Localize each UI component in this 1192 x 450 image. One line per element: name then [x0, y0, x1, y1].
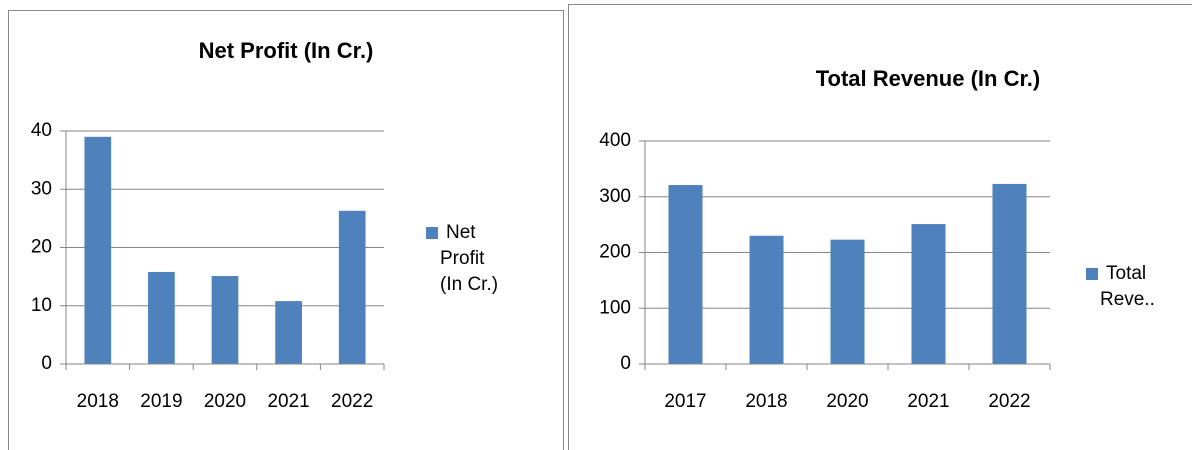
chart-title: Net Profit (In Cr.) [199, 38, 374, 63]
bar [992, 183, 1027, 364]
legend-line: (In Cr.) [440, 274, 498, 295]
legend-line: Total [1106, 263, 1146, 284]
bar [668, 185, 703, 364]
bar [749, 235, 784, 364]
x-tick-label: 2018 [745, 391, 787, 412]
y-tick-label: 100 [599, 297, 631, 318]
y-tick-label: 400 [599, 130, 631, 151]
bar [275, 301, 302, 364]
legend-label: Net Profit (In Cr.) [440, 222, 498, 295]
legend-line: Profit [440, 248, 485, 269]
bar [338, 210, 366, 364]
bar [830, 239, 865, 364]
y-tick-label: 200 [599, 242, 631, 263]
x-tick-label: 2021 [267, 391, 309, 412]
bar [148, 271, 175, 364]
y-tick-label: 30 [31, 178, 52, 199]
y-tick-label: 40 [31, 120, 52, 141]
x-tick-label: 2021 [907, 391, 949, 412]
legend-swatch [426, 227, 438, 239]
y-tick-label: 20 [31, 237, 52, 258]
legend-swatch [1086, 268, 1098, 280]
y-tick-label: 0 [620, 353, 631, 374]
x-tick-label: 2020 [204, 391, 246, 412]
legend-line: Reve.. [1100, 289, 1155, 310]
x-tick-label: 2020 [826, 391, 868, 412]
x-tick-label: 2022 [988, 391, 1030, 412]
x-tick-label: 2019 [140, 391, 182, 412]
y-tick-label: 300 [599, 186, 631, 207]
x-tick-label: 2022 [331, 391, 373, 412]
bar [911, 224, 946, 364]
x-tick-label: 2017 [664, 391, 706, 412]
bar [211, 276, 239, 364]
x-tick-label: 2018 [77, 391, 119, 412]
y-tick-label: 10 [31, 295, 52, 316]
chart-title: Total Revenue (In Cr.) [816, 66, 1041, 91]
bar [84, 136, 112, 364]
y-tick-label: 0 [41, 353, 52, 374]
legend-label: Total Reve.. [1100, 263, 1155, 310]
legend-line: Net [446, 222, 476, 243]
